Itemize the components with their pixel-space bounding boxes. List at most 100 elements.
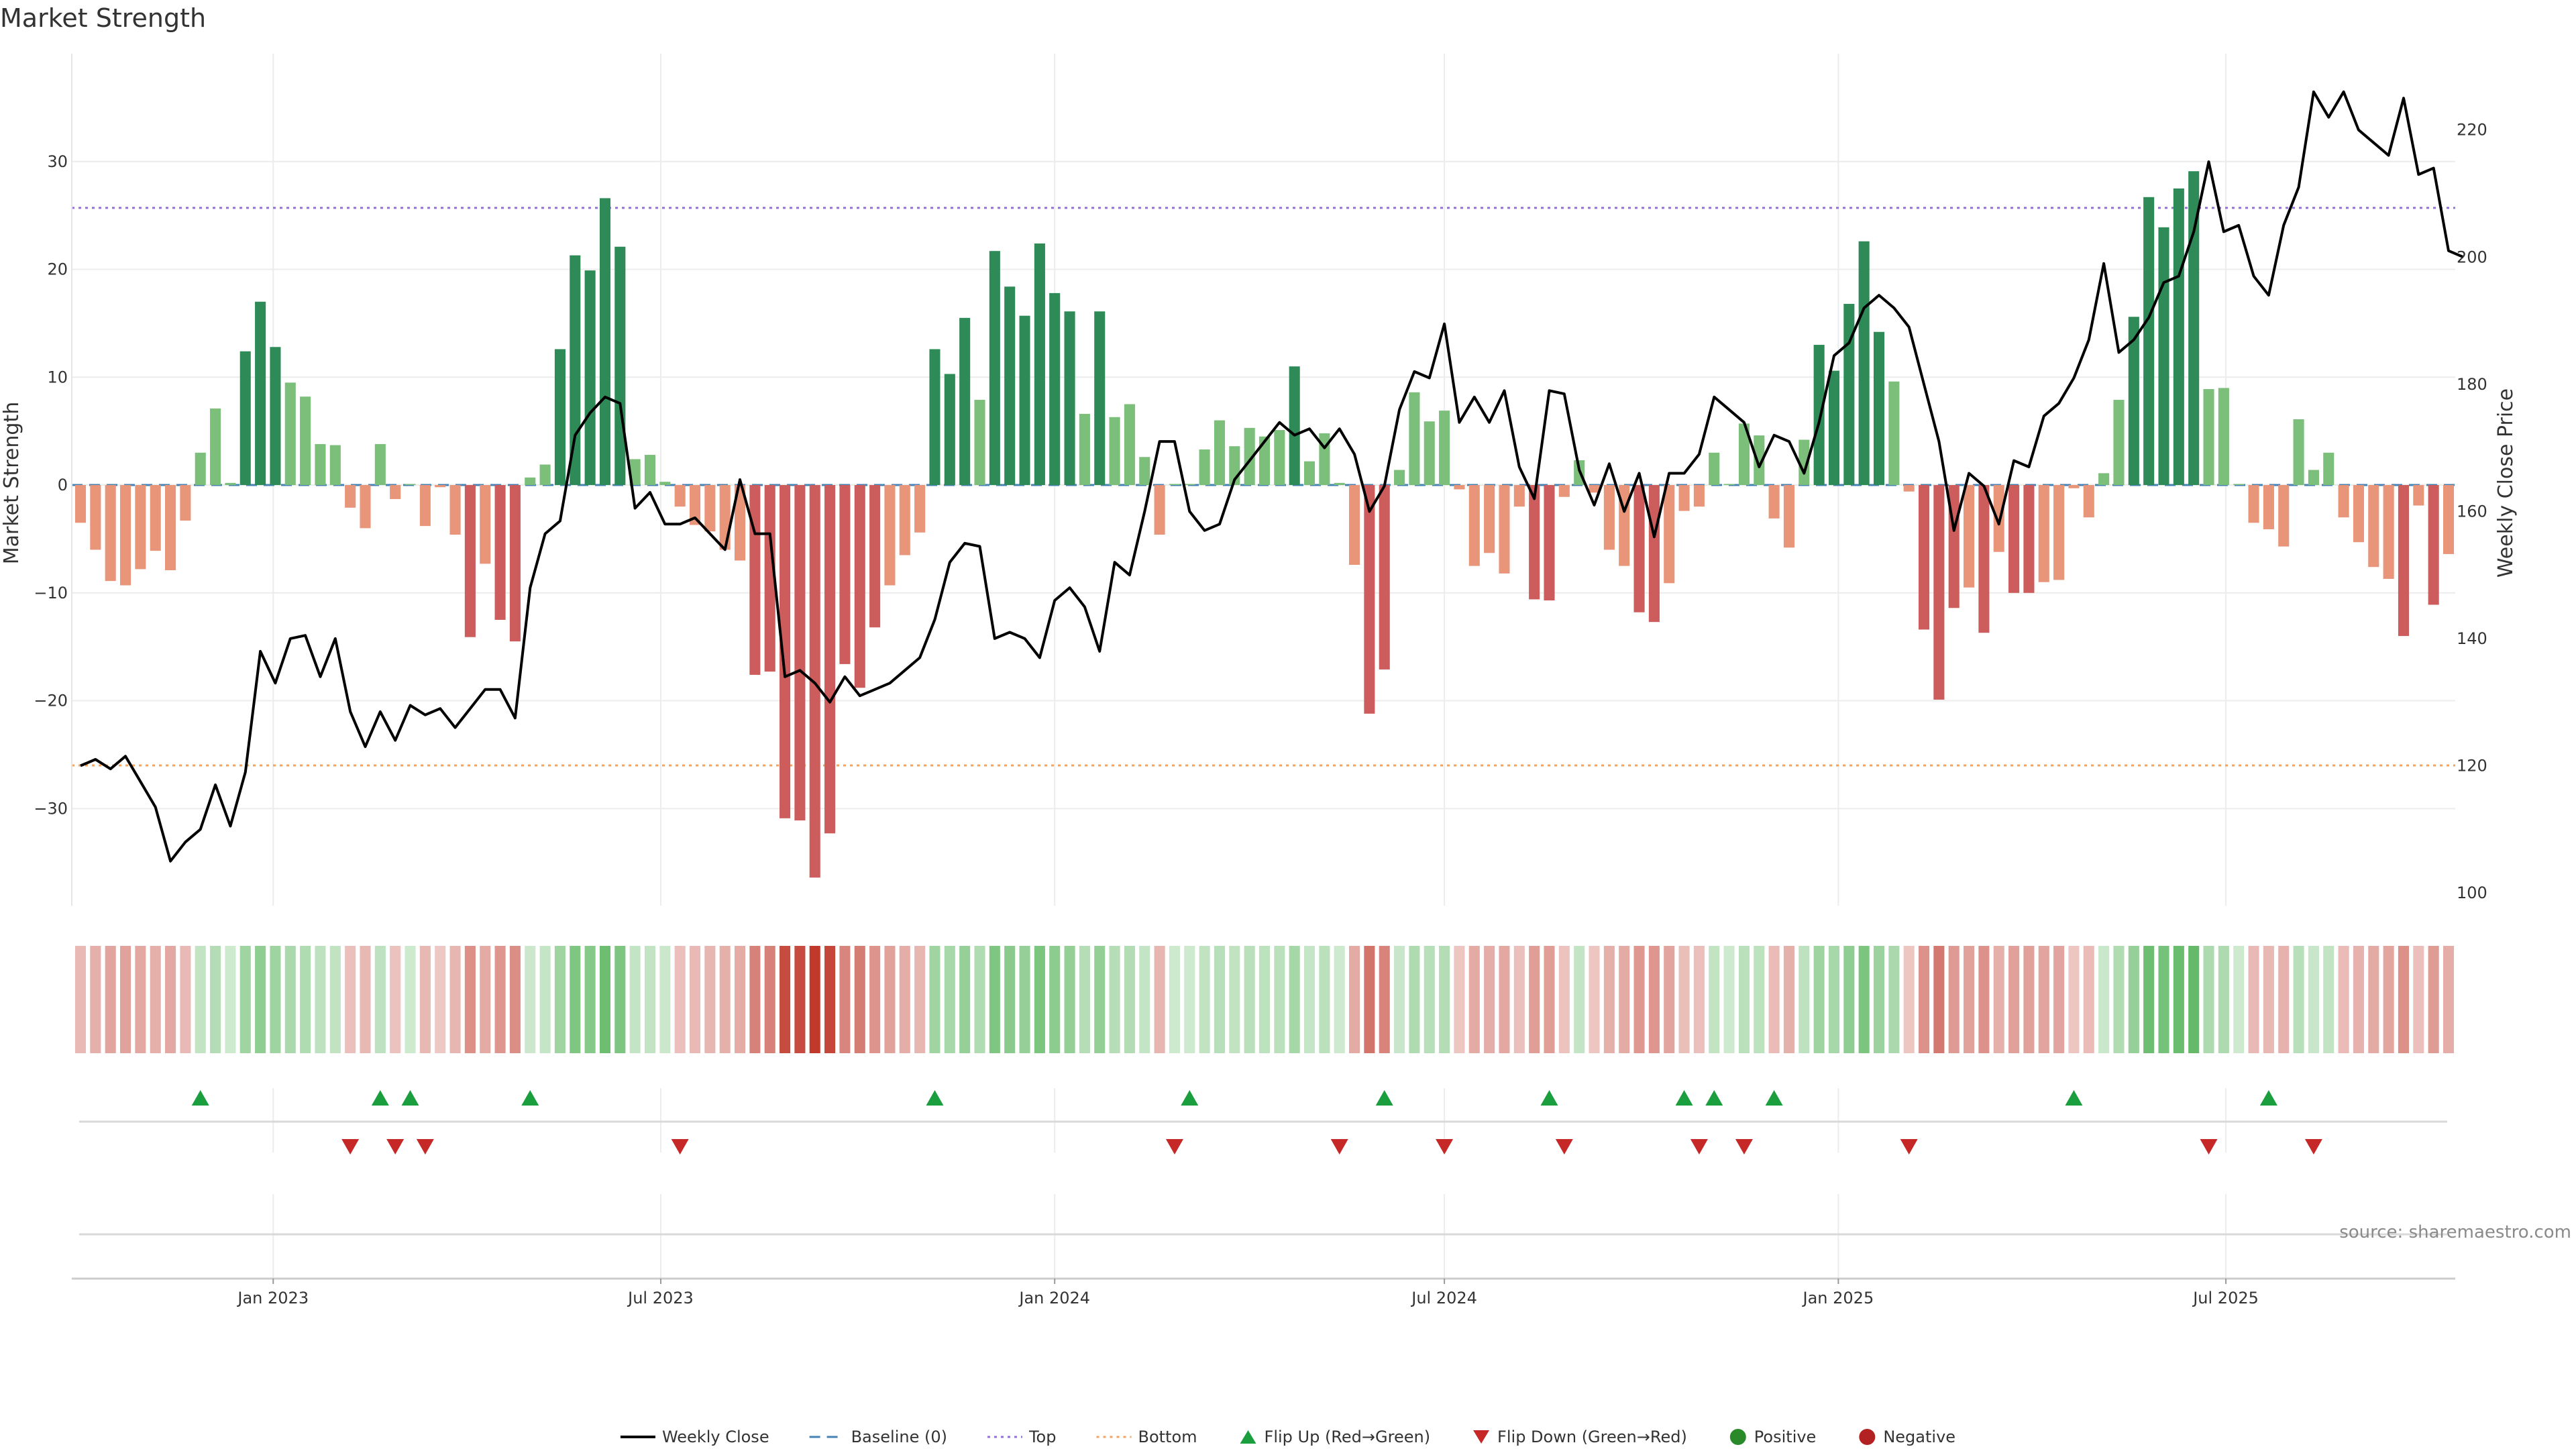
heat-cell	[1648, 946, 1660, 1053]
heat-cell	[599, 946, 611, 1053]
y2-tick-label: 160	[2457, 502, 2487, 521]
strength-bar	[449, 485, 461, 535]
strength-bar	[2293, 419, 2304, 486]
heat-cell	[2128, 946, 2139, 1053]
strength-bar	[1589, 485, 1600, 493]
strength-bar	[854, 485, 865, 688]
heat-cell	[1574, 946, 1585, 1053]
strength-bar	[1094, 311, 1106, 486]
strength-bar	[1723, 484, 1735, 486]
strength-bar	[689, 485, 701, 525]
empty-panel	[79, 1194, 2447, 1278]
strength-bar	[1124, 404, 1135, 486]
heat-cell	[1948, 946, 1960, 1053]
heat-cell	[1004, 946, 1016, 1053]
strength-bar	[2308, 470, 2319, 486]
heat-cell	[1544, 946, 1555, 1053]
strength-bar	[1004, 286, 1016, 486]
strength-bar	[539, 464, 551, 486]
flip-down-marker	[1436, 1139, 1454, 1155]
heat-cell	[1124, 946, 1135, 1053]
heat-cell	[854, 946, 865, 1053]
strength-bar	[1349, 485, 1360, 565]
strength-bar	[764, 485, 775, 672]
strength-heatmap-strip	[74, 946, 2455, 1053]
legend-item: Flip Up (Red→Green)	[1240, 1428, 1430, 1446]
heat-cell	[449, 946, 461, 1053]
heat-cell	[2413, 946, 2424, 1053]
heat-cell	[1289, 946, 1300, 1053]
heat-cell	[584, 946, 596, 1053]
strength-bar	[1978, 485, 1990, 633]
heat-cell	[2248, 946, 2259, 1053]
heat-cell	[329, 946, 341, 1053]
strength-bar	[1648, 485, 1660, 623]
heat-cell	[1603, 946, 1615, 1053]
heat-cell	[929, 946, 941, 1053]
strength-bar	[1258, 436, 1271, 486]
strength-bar	[2128, 317, 2139, 486]
legend-item: Flip Down (Green→Red)	[1473, 1428, 1687, 1446]
legend-label: Top	[1028, 1428, 1057, 1446]
strength-bar	[1439, 411, 1450, 486]
heat-cell	[1693, 946, 1705, 1053]
heat-cell	[464, 946, 476, 1053]
strength-bar	[464, 485, 476, 637]
heat-cell	[1723, 946, 1735, 1053]
strength-bar	[2248, 485, 2259, 523]
strength-bar	[2278, 485, 2290, 547]
heat-cell	[629, 946, 641, 1053]
heat-cell	[659, 946, 671, 1053]
heat-cell	[1229, 946, 1240, 1053]
strength-bar	[839, 485, 851, 664]
y2-tick-label: 120	[2457, 756, 2487, 775]
strength-bar	[2338, 485, 2349, 518]
heat-cell	[135, 946, 146, 1053]
strength-bar	[119, 485, 131, 586]
heat-cell	[1379, 946, 1390, 1053]
flip-up-marker	[1765, 1090, 1783, 1106]
strength-bar	[2368, 485, 2379, 568]
strength-bar	[1454, 485, 1465, 490]
heat-cell	[374, 946, 386, 1053]
heat-cell	[2383, 946, 2394, 1053]
heat-cell	[1813, 946, 1825, 1053]
heat-cell	[1978, 946, 1990, 1053]
strength-bar	[1738, 423, 1750, 486]
flip-up-marker	[926, 1090, 944, 1106]
heat-cell	[1394, 946, 1405, 1053]
heat-cell	[270, 946, 281, 1053]
heat-cell	[1244, 946, 1255, 1053]
heat-cell	[1034, 946, 1045, 1053]
strength-bar	[1918, 485, 1930, 630]
legend-item: Weekly Close	[620, 1428, 769, 1446]
heat-cell	[2353, 946, 2364, 1053]
flip-up-marker	[401, 1090, 419, 1106]
heat-cell	[315, 946, 326, 1053]
heat-cell	[1828, 946, 1840, 1053]
strength-bar	[2023, 485, 2035, 593]
strength-bar	[1424, 421, 1435, 486]
heat-cell	[914, 946, 926, 1053]
strength-bar	[704, 485, 716, 532]
flip-markers-panel	[79, 1088, 2447, 1155]
heat-cell	[1799, 946, 1810, 1053]
strength-bar	[2428, 485, 2439, 605]
heat-cell	[1214, 946, 1226, 1053]
y-tick-label: 0	[58, 476, 68, 494]
flip-up-marker	[1675, 1090, 1693, 1106]
strength-bar	[480, 485, 491, 564]
strength-bar	[1049, 292, 1061, 486]
heat-cell	[435, 946, 446, 1053]
heat-cell	[2308, 946, 2319, 1053]
heat-cell	[1843, 946, 1855, 1053]
heat-cell	[1619, 946, 1630, 1053]
heat-cell	[2203, 946, 2214, 1053]
strength-bar	[2383, 485, 2394, 579]
heat-cell	[1888, 946, 1900, 1053]
heat-cell	[749, 946, 761, 1053]
flip-down-marker	[1690, 1139, 1708, 1155]
strength-bar	[329, 445, 341, 486]
heat-cell	[689, 946, 701, 1053]
heat-cell	[494, 946, 506, 1053]
